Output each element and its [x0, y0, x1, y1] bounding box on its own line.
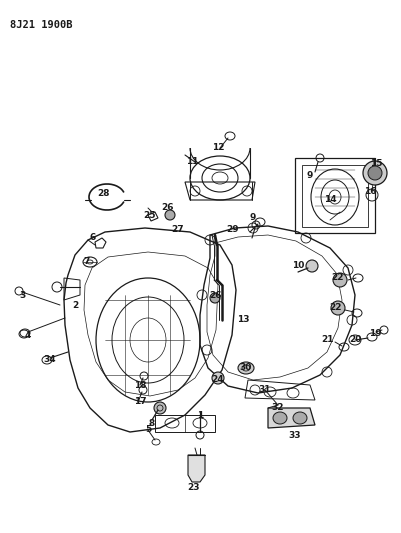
Text: 30: 30 — [240, 362, 252, 372]
Text: 5: 5 — [145, 425, 151, 434]
Text: 15: 15 — [370, 159, 382, 168]
Text: 4: 4 — [25, 330, 31, 340]
Text: 3: 3 — [19, 290, 25, 300]
Text: 6: 6 — [90, 233, 96, 243]
Text: 18: 18 — [134, 382, 146, 391]
Text: 17: 17 — [134, 398, 146, 407]
Ellipse shape — [273, 412, 287, 424]
Text: 24: 24 — [212, 376, 224, 384]
Text: 31: 31 — [259, 385, 271, 394]
Text: 11: 11 — [186, 157, 198, 166]
Ellipse shape — [331, 301, 345, 315]
Text: 12: 12 — [212, 143, 224, 152]
Text: 26: 26 — [209, 290, 221, 300]
Ellipse shape — [238, 362, 254, 374]
Text: 26: 26 — [162, 204, 174, 213]
Text: 14: 14 — [324, 196, 336, 205]
Ellipse shape — [212, 372, 224, 384]
Text: 8J21 1900B: 8J21 1900B — [10, 20, 73, 30]
Ellipse shape — [306, 260, 318, 272]
Ellipse shape — [363, 161, 387, 185]
Text: 28: 28 — [97, 189, 109, 198]
Text: 1: 1 — [197, 410, 203, 419]
Text: 7: 7 — [84, 257, 90, 266]
Text: 23: 23 — [187, 483, 199, 492]
Bar — [302, 165, 368, 227]
Text: 34: 34 — [44, 356, 56, 365]
Polygon shape — [268, 408, 315, 428]
Text: 9: 9 — [307, 171, 313, 180]
Text: 29: 29 — [227, 225, 239, 235]
Polygon shape — [188, 455, 205, 482]
Text: 16: 16 — [364, 188, 376, 197]
Text: 9: 9 — [250, 214, 256, 222]
Text: 8: 8 — [149, 419, 155, 429]
Text: 27: 27 — [172, 225, 184, 235]
Text: 21: 21 — [322, 335, 334, 344]
Ellipse shape — [154, 402, 166, 414]
Ellipse shape — [210, 293, 220, 303]
Text: 22: 22 — [332, 273, 344, 282]
Text: 22: 22 — [330, 303, 342, 312]
Text: 33: 33 — [289, 431, 301, 440]
Text: 10: 10 — [292, 261, 304, 270]
Bar — [295, 158, 375, 233]
Text: 20: 20 — [349, 335, 361, 344]
Ellipse shape — [165, 210, 175, 220]
Ellipse shape — [368, 166, 382, 180]
Text: 32: 32 — [272, 403, 284, 413]
Ellipse shape — [333, 273, 347, 287]
Ellipse shape — [293, 412, 307, 424]
Text: 2: 2 — [72, 301, 78, 310]
Text: 19: 19 — [369, 329, 381, 338]
Text: 25: 25 — [144, 212, 156, 221]
Text: 13: 13 — [237, 316, 249, 325]
